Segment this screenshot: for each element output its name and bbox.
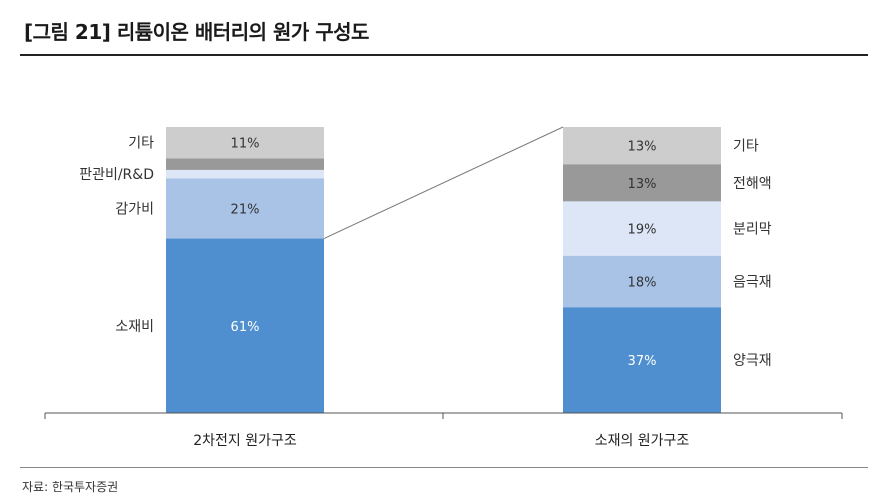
bar-segment-2-1 [563, 307, 721, 413]
footer-divider [20, 467, 868, 468]
data-label: 61% [231, 320, 260, 335]
segment-name-label: 전해액 [733, 176, 772, 192]
segment-name-label: 분리막 [733, 222, 772, 238]
segment-name-label: 소재비 [115, 319, 154, 335]
segment-name-label: 음극재 [733, 274, 772, 290]
segment-name-label: 기타 [733, 139, 759, 155]
bar-segment-1-4 [166, 158, 324, 170]
bar-segment-1-5 [166, 127, 324, 159]
bar-segment-1-1 [166, 238, 324, 413]
x-category-label: 2차전지 원가구조 [193, 433, 297, 449]
bar-segment-2-4 [563, 164, 721, 202]
data-label: 21% [231, 203, 260, 218]
figure-title: [그림 21] 리튬이온 배터리의 원가 구성도 [24, 20, 369, 44]
x-category-label: 소재의 원가구조 [595, 433, 690, 449]
segment-name-label: 감가비 [115, 202, 154, 218]
title-underline [20, 54, 868, 56]
segment-name-label: 판관비/R&D [79, 167, 154, 183]
segment-name-label: 양극재 [733, 353, 772, 369]
bar-segment-1-2 [166, 178, 324, 239]
segment-name-label: 기타 [128, 136, 154, 152]
connector-line [323, 126, 564, 239]
source-note: 자료: 한국투자증권 [22, 480, 119, 494]
data-label: 19% [628, 223, 657, 238]
data-label: 13% [628, 177, 657, 192]
data-label: 13% [628, 140, 657, 155]
data-label: 11% [231, 137, 260, 152]
bar-segment-2-2 [563, 255, 721, 308]
bar-segment-1-3 [166, 169, 324, 179]
bar-segment-2-5 [563, 127, 721, 165]
data-label: 37% [628, 354, 657, 369]
bar-segment-2-3 [563, 201, 721, 256]
data-label: 18% [628, 275, 657, 290]
